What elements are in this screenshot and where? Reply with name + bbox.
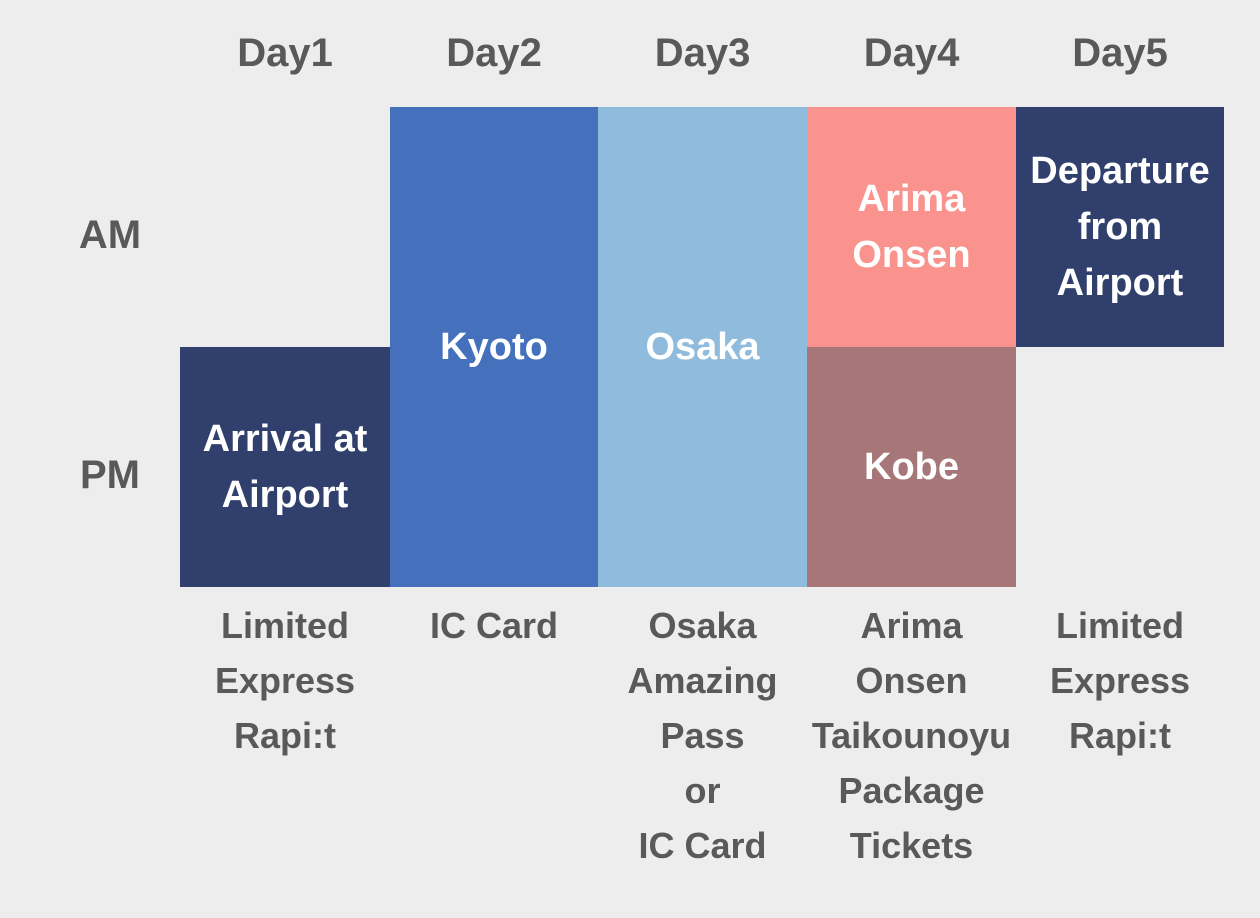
footer-day2-transport: IC Card <box>429 605 559 646</box>
day-header-2: Day2 <box>446 30 542 75</box>
row-label-am: AM <box>78 212 142 257</box>
day-header-5: Day5 <box>1072 30 1168 75</box>
row-label-pm: PM <box>80 452 140 497</box>
footer-day4-transport: Arima Onsen Taikounoyu Package Tickets <box>811 605 1012 866</box>
block-day5-departure-from-airport: Departure from Airport <box>1016 107 1224 347</box>
footer-day3-transport: Osaka Amazing Pass or IC Card <box>627 605 778 866</box>
day-header-4: Day4 <box>863 30 960 75</box>
footer-day1-transport: Limited Express Rapi:t <box>214 605 356 756</box>
block-day2-kyoto: Kyoto <box>390 107 598 587</box>
block-day3-osaka: Osaka <box>598 107 807 587</box>
day-header-1: Day1 <box>237 30 333 75</box>
footer-day5-transport: Limited Express Rapi:t <box>1049 605 1191 756</box>
block-day4-kobe: Kobe <box>807 347 1016 587</box>
block-day4-arima-onsen: Arima Onsen <box>807 107 1016 347</box>
block-day1-arrival-at-airport: Arrival at Airport <box>180 347 390 587</box>
day-header-3: Day3 <box>654 30 751 75</box>
